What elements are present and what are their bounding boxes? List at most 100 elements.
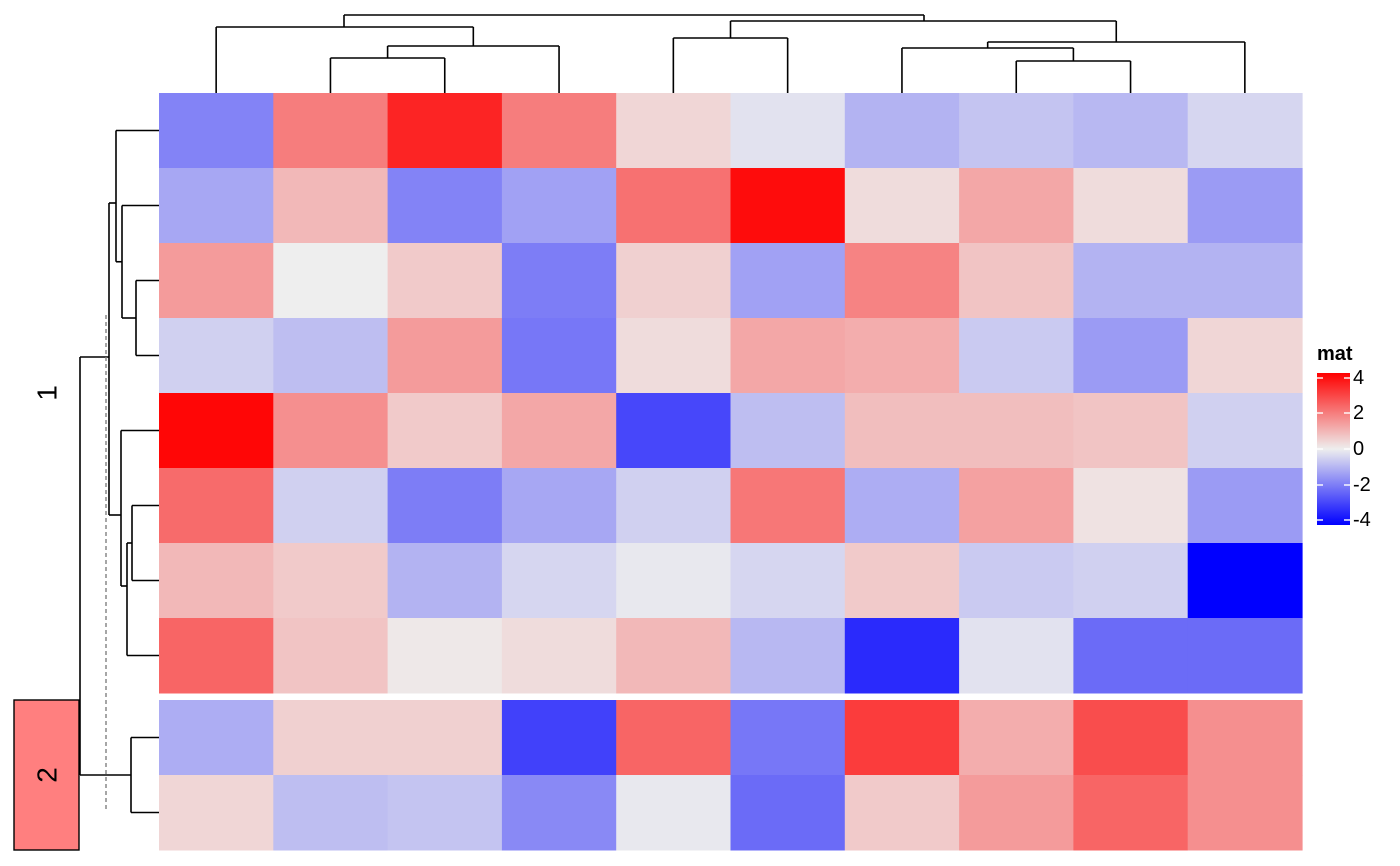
heatmap-cell — [387, 318, 503, 394]
row-slice-label: 1 — [32, 385, 63, 401]
legend-title: mat — [1317, 343, 1353, 365]
heatmap-cell — [1073, 468, 1189, 544]
heatmap-cell — [730, 393, 846, 469]
heatmap-cell — [501, 168, 617, 244]
heatmap-cell — [1073, 318, 1189, 394]
heatmap-cell — [1187, 243, 1303, 319]
heatmap-cell — [730, 700, 846, 776]
heatmap-cell — [1187, 775, 1303, 851]
row-slice-annotation-box — [13, 699, 80, 851]
heatmap-cell — [1073, 168, 1189, 244]
heatmap-cell — [1073, 700, 1189, 776]
heatmap-cell — [959, 618, 1074, 694]
heatmap-cell — [844, 468, 960, 544]
heatmap-cell — [1187, 393, 1303, 469]
heatmap-cell — [387, 700, 503, 776]
heatmap-cell — [844, 618, 960, 694]
heatmap-cell — [959, 775, 1074, 851]
heatmap-cell — [730, 468, 846, 544]
heatmap-cell — [1187, 618, 1303, 694]
row-slice-labels: 12 — [13, 385, 80, 851]
heatmap-cell — [959, 93, 1074, 169]
heatmap-cell — [1187, 318, 1303, 394]
heatmap-cell — [273, 618, 389, 694]
heatmap-cell — [616, 618, 732, 694]
heatmap-cell — [273, 243, 389, 319]
heatmap-cell — [273, 93, 389, 169]
heatmap-cell — [273, 318, 389, 394]
heatmap-cell — [730, 318, 846, 394]
legend-tick-label: -2 — [1353, 474, 1371, 496]
heatmap-cell — [273, 468, 389, 544]
heatmap-cell — [616, 543, 732, 619]
legend-tick-label: -4 — [1353, 509, 1371, 531]
heatmap-cell — [1073, 93, 1189, 169]
heatmap-cell — [273, 775, 389, 851]
heatmap-cell — [159, 618, 274, 694]
heatmap-cell — [159, 393, 274, 469]
legend-ticks: 4 2 0 -2 -4 — [1317, 367, 1371, 531]
heatmap-cell — [159, 243, 274, 319]
row-dendrogram — [79, 129, 159, 814]
heatmap-cell — [616, 393, 732, 469]
heatmap-cell — [387, 93, 503, 169]
heatmap-cell — [844, 775, 960, 851]
heatmap-cell — [273, 543, 389, 619]
heatmap-cell — [501, 93, 617, 169]
heatmap-cell — [844, 168, 960, 244]
heatmap-cell — [616, 318, 732, 394]
heatmap-cell — [730, 618, 846, 694]
heatmap-cell — [387, 168, 503, 244]
heatmap-cell — [159, 168, 274, 244]
heatmap-cell — [1187, 700, 1303, 776]
heatmap-cell — [501, 618, 617, 694]
heatmap-cell — [1073, 393, 1189, 469]
heatmap-cell — [1187, 468, 1303, 544]
heatmap-cell — [959, 468, 1074, 544]
heatmap-cell — [1073, 775, 1189, 851]
heatmap-cell — [1187, 93, 1303, 169]
heatmap-cell — [387, 393, 503, 469]
heatmap-cell — [1187, 168, 1303, 244]
heatmap-cell — [501, 543, 617, 619]
heatmap-cell — [730, 543, 846, 619]
heatmap-cell — [273, 168, 389, 244]
heatmap-cell — [159, 318, 274, 394]
heatmap-cell — [501, 243, 617, 319]
legend-tick-label: 0 — [1353, 438, 1364, 460]
heatmap-cell — [501, 775, 617, 851]
heatmap-cell — [959, 168, 1074, 244]
heatmap-cell — [1073, 618, 1189, 694]
heatmap-cell — [616, 468, 732, 544]
heatmap-cell — [616, 700, 732, 776]
heatmap-cell — [844, 318, 960, 394]
heatmap-cell — [387, 243, 503, 319]
heatmap-body — [159, 93, 1303, 851]
heatmap-cell — [387, 543, 503, 619]
heatmap-cell — [959, 700, 1074, 776]
heatmap-cell — [387, 775, 503, 851]
heatmap-cell — [1073, 243, 1189, 319]
heatmap-cell — [501, 700, 617, 776]
heatmap-cell — [844, 700, 960, 776]
heatmap-cell — [844, 243, 960, 319]
heatmap-cell — [959, 393, 1074, 469]
heatmap-cell — [844, 393, 960, 469]
column-dendrogram — [215, 14, 1246, 93]
heatmap-cell — [730, 168, 846, 244]
heatmap-cell — [959, 543, 1074, 619]
heatmap-cell — [844, 543, 960, 619]
heatmap-cell — [616, 93, 732, 169]
heatmap-cell — [387, 468, 503, 544]
heatmap-cell — [616, 168, 732, 244]
heatmap-cell — [959, 318, 1074, 394]
heatmap-cell — [1187, 543, 1303, 619]
heatmap-cell — [159, 543, 274, 619]
row-slice-label: 2 — [32, 767, 63, 783]
legend-tick-label: 2 — [1353, 402, 1364, 424]
heatmap-cell — [844, 93, 960, 169]
legend-tick-label: 4 — [1353, 367, 1364, 389]
heatmap-cell — [730, 93, 846, 169]
heatmap-cell — [159, 700, 274, 776]
